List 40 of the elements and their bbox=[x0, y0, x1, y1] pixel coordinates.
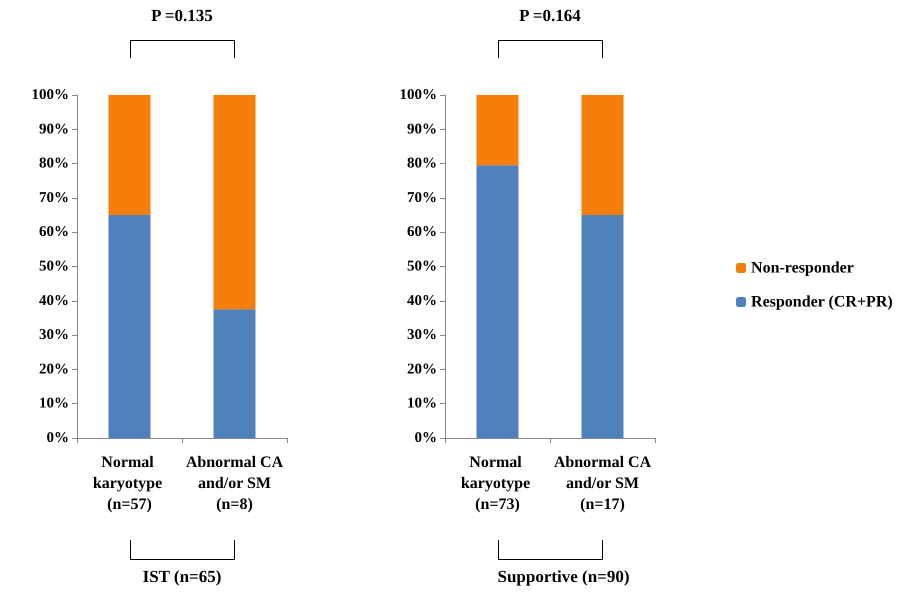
y-tick-label: 40% bbox=[39, 292, 69, 309]
bar bbox=[582, 95, 624, 216]
bar bbox=[108, 215, 150, 438]
y-tick-label: 100% bbox=[32, 87, 69, 103]
bar bbox=[108, 95, 150, 216]
text: P =0.164 bbox=[518, 6, 582, 26]
y-tick-label: 0% bbox=[414, 430, 437, 446]
y-tick-label: 90% bbox=[407, 121, 437, 138]
legend-label: Responder (CR+PR) bbox=[751, 294, 893, 310]
y-tick-label: 10% bbox=[407, 396, 437, 412]
text: IST (n=65) bbox=[142, 567, 222, 587]
y-tick-label: 10% bbox=[39, 396, 69, 412]
y-tick-label: 90% bbox=[39, 121, 69, 138]
y-tick-label: 50% bbox=[39, 258, 69, 274]
y-tick-label: 80% bbox=[39, 156, 69, 172]
y-tick-label: 0% bbox=[46, 430, 69, 446]
bar bbox=[476, 95, 518, 166]
bar bbox=[214, 309, 256, 438]
y-tick-label: 100% bbox=[400, 87, 437, 103]
y-tick-label: 50% bbox=[407, 258, 437, 274]
y-tick-label: 30% bbox=[407, 327, 437, 344]
x-tick-label: Normal karyotype (n=57) bbox=[92, 454, 166, 513]
bar bbox=[476, 165, 518, 438]
bar bbox=[214, 95, 256, 310]
y-tick-label: 70% bbox=[39, 190, 69, 206]
y-tick-label: 30% bbox=[39, 327, 69, 344]
bar bbox=[582, 215, 624, 438]
x-tick-label: Abnormal CA and/or SM (n=8) bbox=[186, 454, 284, 513]
y-tick-label: 70% bbox=[407, 190, 437, 206]
y-tick-label: 20% bbox=[39, 361, 69, 378]
y-tick-label: 40% bbox=[407, 292, 437, 309]
text: Supportive (n=90) bbox=[498, 567, 630, 587]
y-tick-label: 60% bbox=[39, 224, 69, 240]
x-tick-label: Abnormal CA and/or SM (n=17) bbox=[554, 454, 652, 513]
y-tick-label: 80% bbox=[407, 156, 437, 172]
text: P =0.135 bbox=[150, 6, 214, 26]
legend-label: Non-responder bbox=[751, 260, 854, 276]
x-tick-label: Normal karyotype (n=73) bbox=[460, 454, 534, 513]
y-tick-label: 60% bbox=[407, 224, 437, 240]
y-tick-label: 20% bbox=[407, 361, 437, 378]
